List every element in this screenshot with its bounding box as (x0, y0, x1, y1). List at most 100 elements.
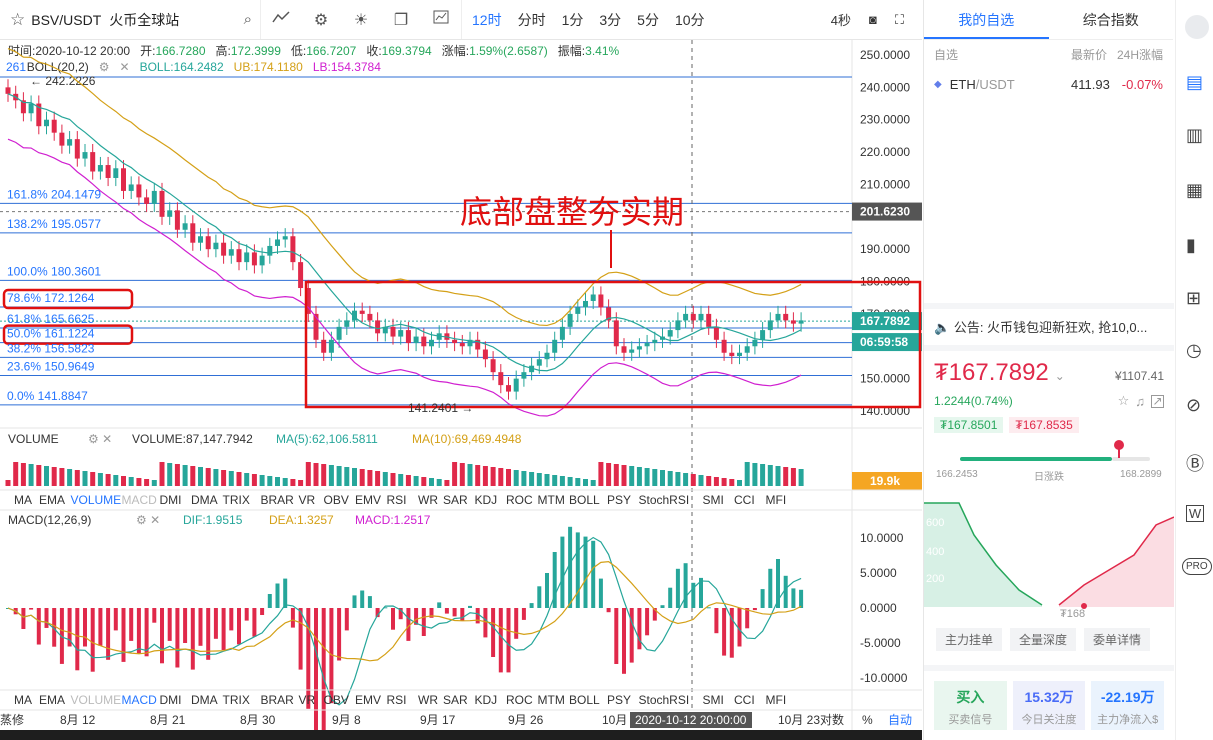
interval-5m[interactable]: 5分 (637, 11, 659, 28)
indicator-tab: StochRSI (639, 493, 690, 507)
volume-bar (113, 475, 119, 486)
macd-hist-bar (383, 607, 388, 609)
pair-selector[interactable]: ☆ BSV/USDT 火币全球站 ⌕ (0, 10, 260, 30)
tab-index[interactable]: 综合指数 (1082, 12, 1139, 28)
fullscreen-icon[interactable]: ⛶ (894, 11, 904, 27)
document-icon[interactable]: ▦ (1186, 180, 1204, 200)
macd-hist-bar (221, 608, 226, 650)
range-high: 168.2899 (1120, 469, 1162, 480)
volume-tag-bg (852, 472, 922, 490)
interval-10m[interactable]: 10分 (674, 11, 705, 28)
candle-body (190, 223, 196, 243)
card-signal[interactable]: 买入 买卖信号 (934, 681, 1007, 730)
avatar[interactable] (1185, 15, 1209, 39)
volume-name: VOLUME (8, 432, 59, 446)
search-icon[interactable]: ⌕ (243, 11, 252, 28)
eye-icon[interactable]: ⚙ (98, 60, 110, 74)
volume-bar (737, 480, 742, 486)
bell-icon[interactable]: ♫ (1135, 393, 1145, 409)
macd-hist-bar (83, 608, 87, 647)
macd-hist-bar (329, 608, 334, 704)
interval-1m[interactable]: 1分 (561, 11, 584, 28)
macd-hist-bar (776, 559, 780, 608)
close-icon[interactable]: ✕ (119, 60, 130, 74)
candle-body (737, 352, 742, 356)
col-watch[interactable]: 自选 (934, 48, 959, 62)
candle-body (698, 313, 704, 321)
candle-body (575, 307, 581, 314)
volume-bar (575, 478, 581, 486)
chevron-down-icon[interactable]: ⌄ (1054, 369, 1065, 383)
macd-hist-bar (598, 578, 603, 608)
macd-hist-bar (629, 608, 634, 663)
chart-type-icon[interactable] (421, 10, 461, 29)
pair-name[interactable]: BSV/USDT (31, 11, 102, 28)
indicator-tab: OBV (324, 693, 349, 707)
macd-hist-bar (244, 608, 249, 621)
depth-ask-area (1059, 517, 1174, 607)
full-depth-button[interactable]: 全量深度 (1010, 628, 1077, 651)
macd-axis-label: 10.0000 (860, 531, 904, 545)
best-bid[interactable]: ₮167.8501 (934, 417, 1004, 433)
interval-3m[interactable]: 3分 (599, 11, 622, 28)
candle-body (429, 339, 434, 347)
macd-hist-bar (152, 608, 157, 623)
w-icon[interactable]: W (1186, 505, 1204, 522)
best-ask[interactable]: ₮167.8535 (1009, 417, 1079, 433)
volume-bar (798, 469, 804, 486)
volume-bar (282, 478, 288, 486)
b-icon[interactable]: Ⓑ (1186, 454, 1204, 474)
star-icon[interactable]: ☆ (10, 9, 26, 29)
macd-hist-bar (683, 563, 688, 608)
watchlist-tabs: 我的自选 综合指数 (924, 0, 1173, 40)
candle-body (236, 249, 242, 263)
settings-icon[interactable]: ⚙ (313, 11, 329, 29)
main-orders-button[interactable]: 主力挂单 (936, 628, 1003, 651)
col-price[interactable]: 最新价 (1070, 48, 1107, 62)
volume-bar (721, 478, 727, 486)
watchlist-icon[interactable]: ▤ (1186, 72, 1204, 92)
notice-bar[interactable]: 🔈 公告: 火币钱包迎新狂欢, 抢10,0... (924, 303, 1174, 343)
macd-hist-bar (583, 536, 588, 608)
indicator-tab: EMA (39, 693, 65, 707)
indicator-tab: CCI (734, 493, 755, 507)
volume-settings-icon: ⚙ ✕ (88, 432, 112, 446)
depth-tag: ₮168 (1060, 608, 1085, 620)
candle-body (105, 165, 111, 178)
compass-icon[interactable]: ⊘ (1186, 395, 1202, 415)
indicator-icon[interactable] (261, 10, 301, 29)
volume-bar (159, 462, 165, 486)
camera-icon[interactable]: ◙ (869, 12, 877, 27)
macd-name: MACD(12,26,9) (8, 513, 91, 527)
theme-icon[interactable]: ☀ (353, 11, 369, 29)
right-panel: 我的自选 综合指数 自选 最新价 24H涨幅 ◆ ETH /USDT 411.9… (923, 0, 1174, 740)
volume-bar (90, 472, 96, 486)
star-outline-icon[interactable]: ☆ (1117, 393, 1130, 408)
bar-chart-icon[interactable]: ▮ (1186, 235, 1196, 255)
volume-bar (490, 467, 496, 486)
tab-my-watchlist[interactable]: 我的自选 (924, 0, 1049, 39)
candle-body (798, 320, 804, 324)
card-attention[interactable]: 15.32万 今日关注度 (1012, 681, 1086, 730)
kline-chart[interactable]: 250.0000 240.0000 230.0000 220.0000 210.0000… (0, 40, 922, 740)
macd-hist-bar (637, 608, 642, 650)
refresh-interval[interactable]: 4秒 (830, 13, 852, 28)
interval-timeshare[interactable]: 分时 (517, 11, 546, 28)
copy-icon[interactable]: ❐ (393, 11, 409, 29)
clock-icon[interactable]: ◷ (1186, 340, 1202, 360)
indicator-tab: VR (299, 493, 316, 507)
add-icon[interactable]: ⊞ (1186, 288, 1202, 308)
pro-icon[interactable]: PRO (1182, 558, 1212, 575)
boll-lb: LB:154.3784 (312, 60, 381, 74)
volume-bar (660, 470, 665, 486)
news-icon[interactable]: ▥ (1186, 125, 1204, 145)
share-icon[interactable]: ↗ (1151, 393, 1164, 408)
interval-12h[interactable]: 12时 (472, 11, 502, 28)
depth-chart[interactable]: 600 400 200 ₮168 (924, 495, 1174, 625)
card-inflow[interactable]: -22.19万 主力净流入$ (1091, 681, 1165, 730)
watchlist-row[interactable]: ◆ ETH /USDT 411.93 -0.07% (924, 69, 1173, 100)
volume-bar (775, 466, 781, 486)
volume-bar (221, 470, 227, 486)
col-change[interactable]: 24H涨幅 (1116, 48, 1163, 62)
order-details-button[interactable]: 委单详情 (1084, 628, 1151, 651)
